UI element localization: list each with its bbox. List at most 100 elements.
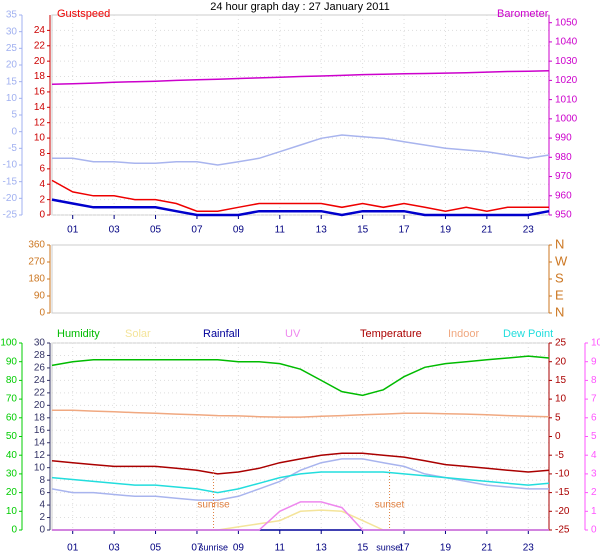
x-tick-label: 15 [357, 225, 369, 236]
y-tick-label: 3 [591, 469, 597, 480]
y-tick-label: 270 [28, 257, 45, 268]
y-tick-label: 90 [6, 356, 18, 367]
series-line [51, 355, 550, 397]
sun-axis-label: sunrise [199, 542, 228, 552]
series-line [52, 409, 550, 418]
y-tick-label: 2 [591, 487, 597, 498]
y-tick-label: 6 [39, 163, 45, 174]
y-tick-label: 1030 [555, 56, 578, 67]
y-tick-label: 90 [34, 291, 46, 302]
y-tick-label: 35 [6, 10, 18, 21]
legend-label: Gustspeed [57, 8, 110, 20]
y-tick-label: 0 [39, 308, 45, 319]
legend-label: Dew Point [503, 328, 553, 340]
y-tick-label: 0 [555, 431, 561, 442]
series-line [51, 452, 550, 475]
y-tick-label: 10 [34, 462, 46, 473]
x-tick-label: 17 [398, 225, 410, 236]
y-tick-label: 30 [6, 469, 18, 480]
y-tick-label: 7 [591, 394, 597, 405]
y-tick-label: 25 [555, 338, 567, 349]
y-tick-label: 980 [555, 152, 572, 163]
series-line [52, 509, 549, 531]
y-tick-label: -20 [555, 506, 570, 517]
x-tick-label: 19 [440, 225, 452, 236]
y-tick-label: 10 [6, 93, 18, 104]
x-tick-label: 23 [523, 225, 535, 236]
y-tick-label: -5 [555, 450, 564, 461]
y-tick-label: 4 [39, 179, 45, 190]
series-line [51, 471, 550, 494]
y-tick-label: 80 [6, 375, 18, 386]
y-tick-label: 30 [6, 26, 18, 37]
y-tick-label: 5 [11, 110, 17, 121]
x-tick-label: 11 [275, 225, 286, 236]
y-tick-label: 20 [555, 356, 567, 367]
y-tick-label: 10 [555, 394, 567, 405]
y-tick-label: 60 [6, 412, 18, 423]
x-tick-label: 17 [398, 543, 410, 554]
series-line [52, 134, 550, 166]
y-tick-label: 14 [34, 102, 46, 113]
y-tick-label: 22 [34, 388, 46, 399]
y-tick-label: 1010 [555, 94, 578, 105]
sun-label: sunset [375, 500, 405, 511]
x-tick-label: 23 [523, 543, 535, 554]
y-tick-label: -25 [3, 210, 18, 221]
y-tick-label: 50 [6, 431, 18, 442]
legend-label: Rainfall [203, 328, 240, 340]
legend-label: Barometer [497, 8, 549, 20]
y-tick-label: 1020 [555, 75, 578, 86]
y-tick-label: 2 [39, 194, 45, 205]
y-tick-label: 8 [39, 148, 45, 159]
y-tick-label: 10 [34, 133, 46, 144]
legend-label: Humidity [57, 328, 100, 340]
y-tick-label: S [555, 270, 564, 285]
x-tick-label: 01 [67, 225, 79, 236]
x-tick-label: 07 [191, 225, 203, 236]
series-line [51, 70, 550, 85]
y-tick-label: 1 [591, 506, 597, 517]
y-tick-label: 0 [39, 525, 45, 536]
x-tick-label: 21 [481, 543, 493, 554]
y-tick-label: 15 [555, 375, 567, 386]
legend-label: Temperature [360, 328, 422, 340]
y-tick-label: W [555, 253, 568, 268]
y-tick-label: 4 [39, 500, 45, 511]
x-tick-label: 07 [191, 543, 203, 554]
x-tick-label: 13 [316, 543, 328, 554]
y-tick-label: 360 [28, 240, 45, 251]
y-tick-label: 950 [555, 210, 572, 221]
y-tick-label: E [555, 287, 564, 302]
series-line [51, 458, 549, 501]
y-tick-label: 5 [591, 431, 597, 442]
x-tick-label: 05 [150, 225, 162, 236]
y-tick-label: 70 [6, 394, 18, 405]
y-tick-label: 12 [34, 117, 46, 128]
series-line [51, 179, 549, 212]
y-tick-label: 0 [11, 525, 17, 536]
x-tick-label: 03 [109, 225, 121, 236]
y-tick-label: N [555, 236, 564, 251]
legend-label: Solar [125, 328, 151, 340]
y-tick-label: 18 [34, 71, 46, 82]
y-tick-label: 30 [34, 338, 46, 349]
y-tick-label: -15 [3, 176, 18, 187]
y-tick-label: 0 [591, 525, 597, 536]
y-tick-label: 990 [555, 133, 572, 144]
y-tick-label: 6 [591, 412, 597, 423]
chart-title: 24 hour graph day : 27 January 2011 [210, 1, 390, 13]
y-tick-label: 20 [34, 400, 46, 411]
y-tick-label: 5 [555, 412, 561, 423]
y-tick-label: N [555, 304, 564, 319]
y-tick-label: 10 [591, 338, 600, 349]
x-tick-label: 19 [440, 543, 452, 554]
y-tick-label: 1000 [555, 113, 578, 124]
x-tick-label: 01 [67, 543, 79, 554]
y-tick-label: -10 [3, 160, 18, 171]
y-tick-label: 6 [39, 487, 45, 498]
plot-frame [51, 14, 550, 216]
y-tick-label: 10 [6, 506, 18, 517]
y-tick-label: 26 [34, 363, 46, 374]
